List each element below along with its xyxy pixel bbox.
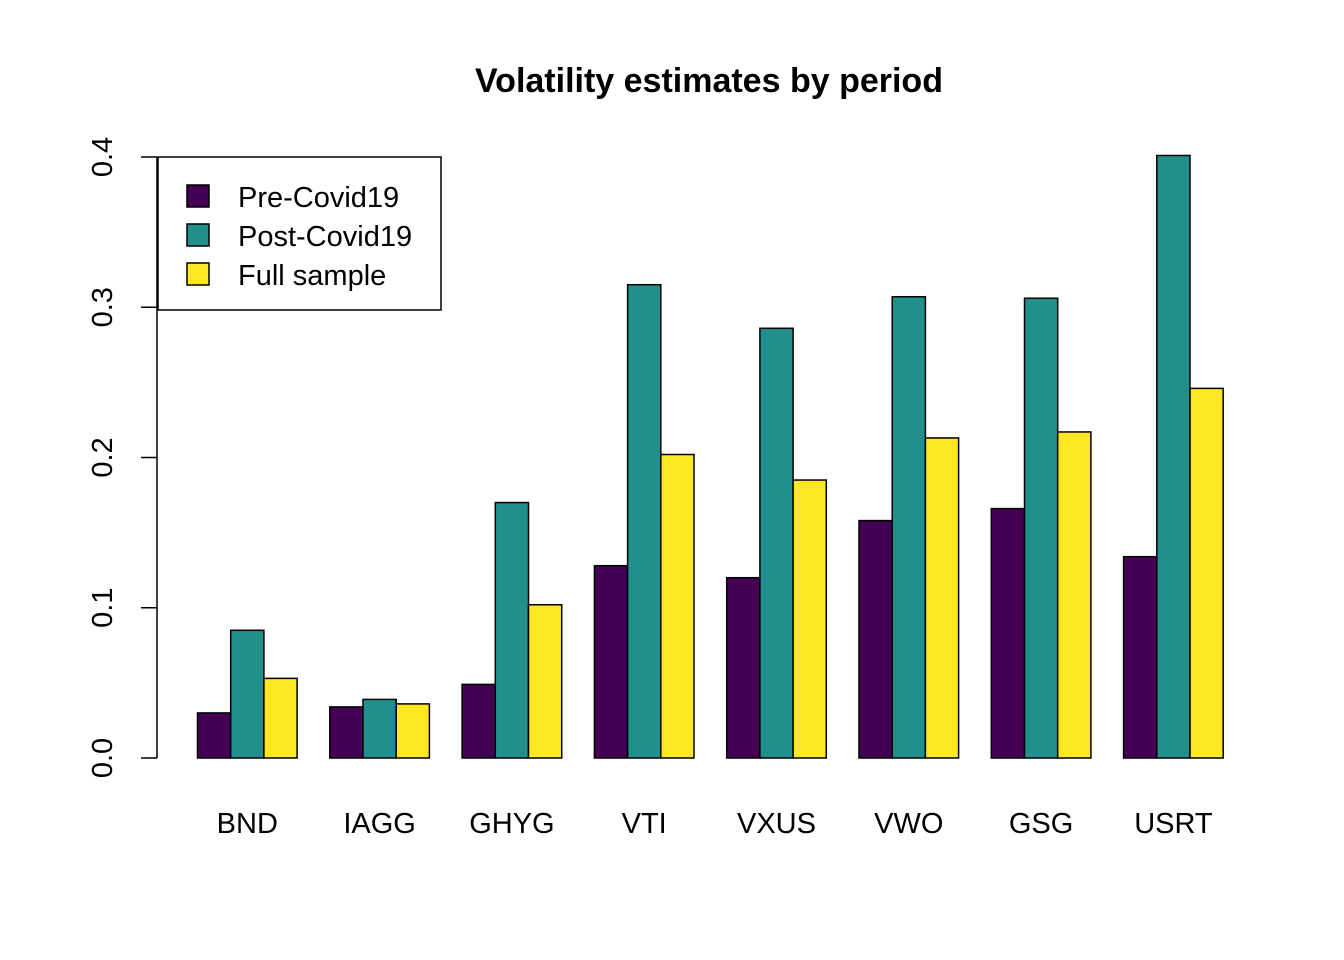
bar-usrt-pre-covid19: [1122, 555, 1158, 759]
y-tick-label: 0.1: [87, 588, 119, 628]
bars: [196, 154, 1224, 759]
x-tick-label: GSG: [1009, 808, 1073, 840]
x-tick-label: BND: [217, 808, 278, 840]
bar-vti-pre-covid19: [593, 564, 629, 759]
bar-ghyg-post-covid19: [494, 501, 530, 759]
bar-vti-post-covid19: [626, 283, 662, 759]
bar-bnd-full-sample: [263, 677, 298, 759]
bar-usrt-post-covid19: [1156, 154, 1191, 759]
y-tick-label: 0.3: [87, 287, 119, 327]
legend: Pre-Covid19 Post-Covid19 Full sample: [157, 156, 442, 311]
y-axis: 0.0 0.1 0.2 0.3 0.4: [87, 137, 158, 778]
y-tick-label: 0.0: [87, 738, 119, 778]
bar-usrt-full-sample: [1189, 387, 1224, 759]
x-tick-label: IAGG: [343, 808, 416, 840]
x-tick-label: GHYG: [469, 808, 554, 840]
bar-vwo-full-sample: [924, 437, 960, 759]
bar-iagg-post-covid19: [362, 698, 397, 759]
bar-vti-full-sample: [660, 453, 695, 759]
bar-vxus-full-sample: [792, 479, 828, 759]
legend-swatch: [186, 184, 210, 208]
bar-gsg-full-sample: [1056, 431, 1092, 759]
bar-vxus-post-covid19: [759, 327, 794, 759]
bar-vwo-post-covid19: [891, 295, 927, 759]
y-tick-label: 0.4: [87, 137, 119, 177]
bar-ghyg-full-sample: [527, 603, 563, 759]
bar-vwo-pre-covid19: [858, 519, 893, 759]
y-tick-label: 0.2: [87, 437, 119, 477]
chart-title: Volatility estimates by period: [475, 62, 943, 100]
bar-gsg-post-covid19: [1023, 297, 1059, 759]
bar-vxus-pre-covid19: [725, 576, 761, 759]
bar-bnd-post-covid19: [229, 629, 265, 759]
legend-label: Full sample: [238, 260, 386, 292]
legend-swatch: [186, 262, 210, 286]
bar-ghyg-pre-covid19: [461, 683, 497, 759]
bar-iagg-pre-covid19: [329, 706, 364, 759]
bar-iagg-full-sample: [395, 703, 431, 759]
x-tick-label: USRT: [1134, 808, 1213, 840]
x-axis-labels: BND IAGG GHYG VTI VXUS VWO GSG USRT: [217, 808, 1213, 840]
bar-gsg-pre-covid19: [990, 507, 1026, 759]
x-tick-label: VXUS: [737, 808, 816, 840]
x-tick-label: VTI: [622, 808, 667, 840]
x-tick-label: VWO: [874, 808, 943, 840]
legend-label: Post-Covid19: [238, 221, 412, 253]
bar-bnd-pre-covid19: [196, 712, 232, 759]
legend-swatch: [186, 223, 210, 247]
legend-label: Pre-Covid19: [238, 182, 399, 214]
